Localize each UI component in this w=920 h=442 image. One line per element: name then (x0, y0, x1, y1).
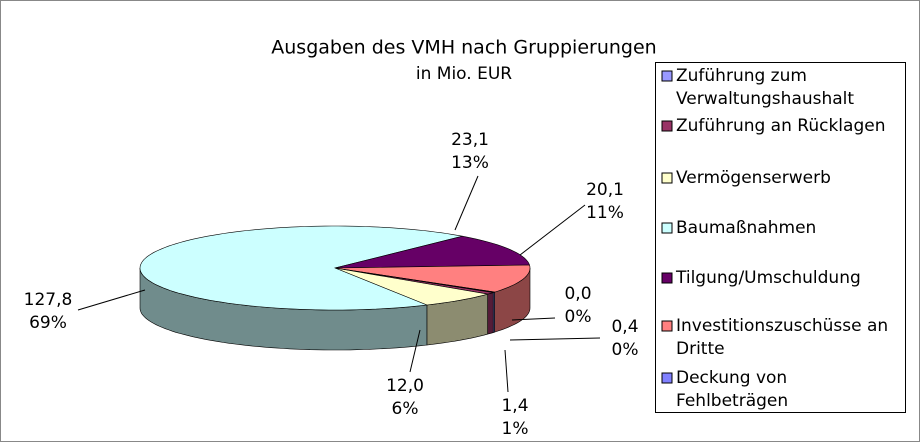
leader-line (511, 317, 556, 321)
data-label: 0,0 (564, 284, 591, 304)
percent-label: 0% (612, 340, 639, 360)
percent-label: 11% (586, 203, 624, 223)
data-label: 20,1 (586, 180, 624, 200)
leader-line (519, 204, 586, 256)
slice (334, 264, 531, 293)
percent-label: 69% (29, 313, 67, 333)
legend-swatch (661, 120, 673, 132)
legend-label: Deckung von Fehlbeträgen (676, 368, 788, 411)
data-label: 12,0 (386, 376, 424, 396)
slice (334, 267, 495, 293)
legend-label: Baumaßnahmen (676, 218, 816, 238)
labels: 0,4 0% 1,4 1% 12,0 6% 127,8 69% 23,1 13% 20,1 11% 0,… (24, 130, 639, 439)
legend-label: Tilgung/Umschuldung (675, 268, 861, 288)
percent-label: 0% (565, 307, 592, 327)
legend: Zuführung zum Verwaltungshaushalt Zuführun… (661, 66, 888, 411)
legend-box (655, 62, 906, 413)
percent-label: 1% (502, 419, 529, 439)
legend-label: Investitionszuschüsse an Dritte (676, 316, 888, 359)
leader-line (504, 349, 509, 393)
leader-line (509, 337, 601, 341)
data-label: 0,4 (611, 317, 638, 337)
legend-label: Zuführung an Rücklagen (676, 116, 885, 136)
pie (139, 225, 531, 351)
data-label: 1,4 (501, 396, 528, 416)
legend-swatch (661, 222, 673, 234)
legend-label: Zuführung zum Verwaltungshaushalt (676, 66, 854, 109)
percent-label: 13% (451, 153, 489, 173)
slice (139, 225, 463, 311)
leader-line (409, 329, 421, 373)
legend-swatch (661, 372, 673, 384)
legend-label: Vermögenserwerb (676, 168, 831, 188)
legend-swatch (661, 172, 673, 184)
data-label: 127,8 (24, 290, 73, 310)
legend-swatch (661, 272, 673, 284)
chart-title: Ausgaben des VMH nach Gruppierungen (271, 37, 656, 59)
slice (334, 267, 488, 306)
slice (334, 235, 530, 269)
leader-line (454, 175, 479, 231)
slice-side (487, 292, 494, 335)
percent-label: 6% (392, 399, 419, 419)
leader-line (77, 289, 146, 311)
chart-subtitle: in Mio. EUR (416, 64, 512, 84)
legend-swatch (661, 70, 673, 82)
legend-swatch (661, 320, 673, 332)
data-label: 23,1 (451, 130, 489, 150)
